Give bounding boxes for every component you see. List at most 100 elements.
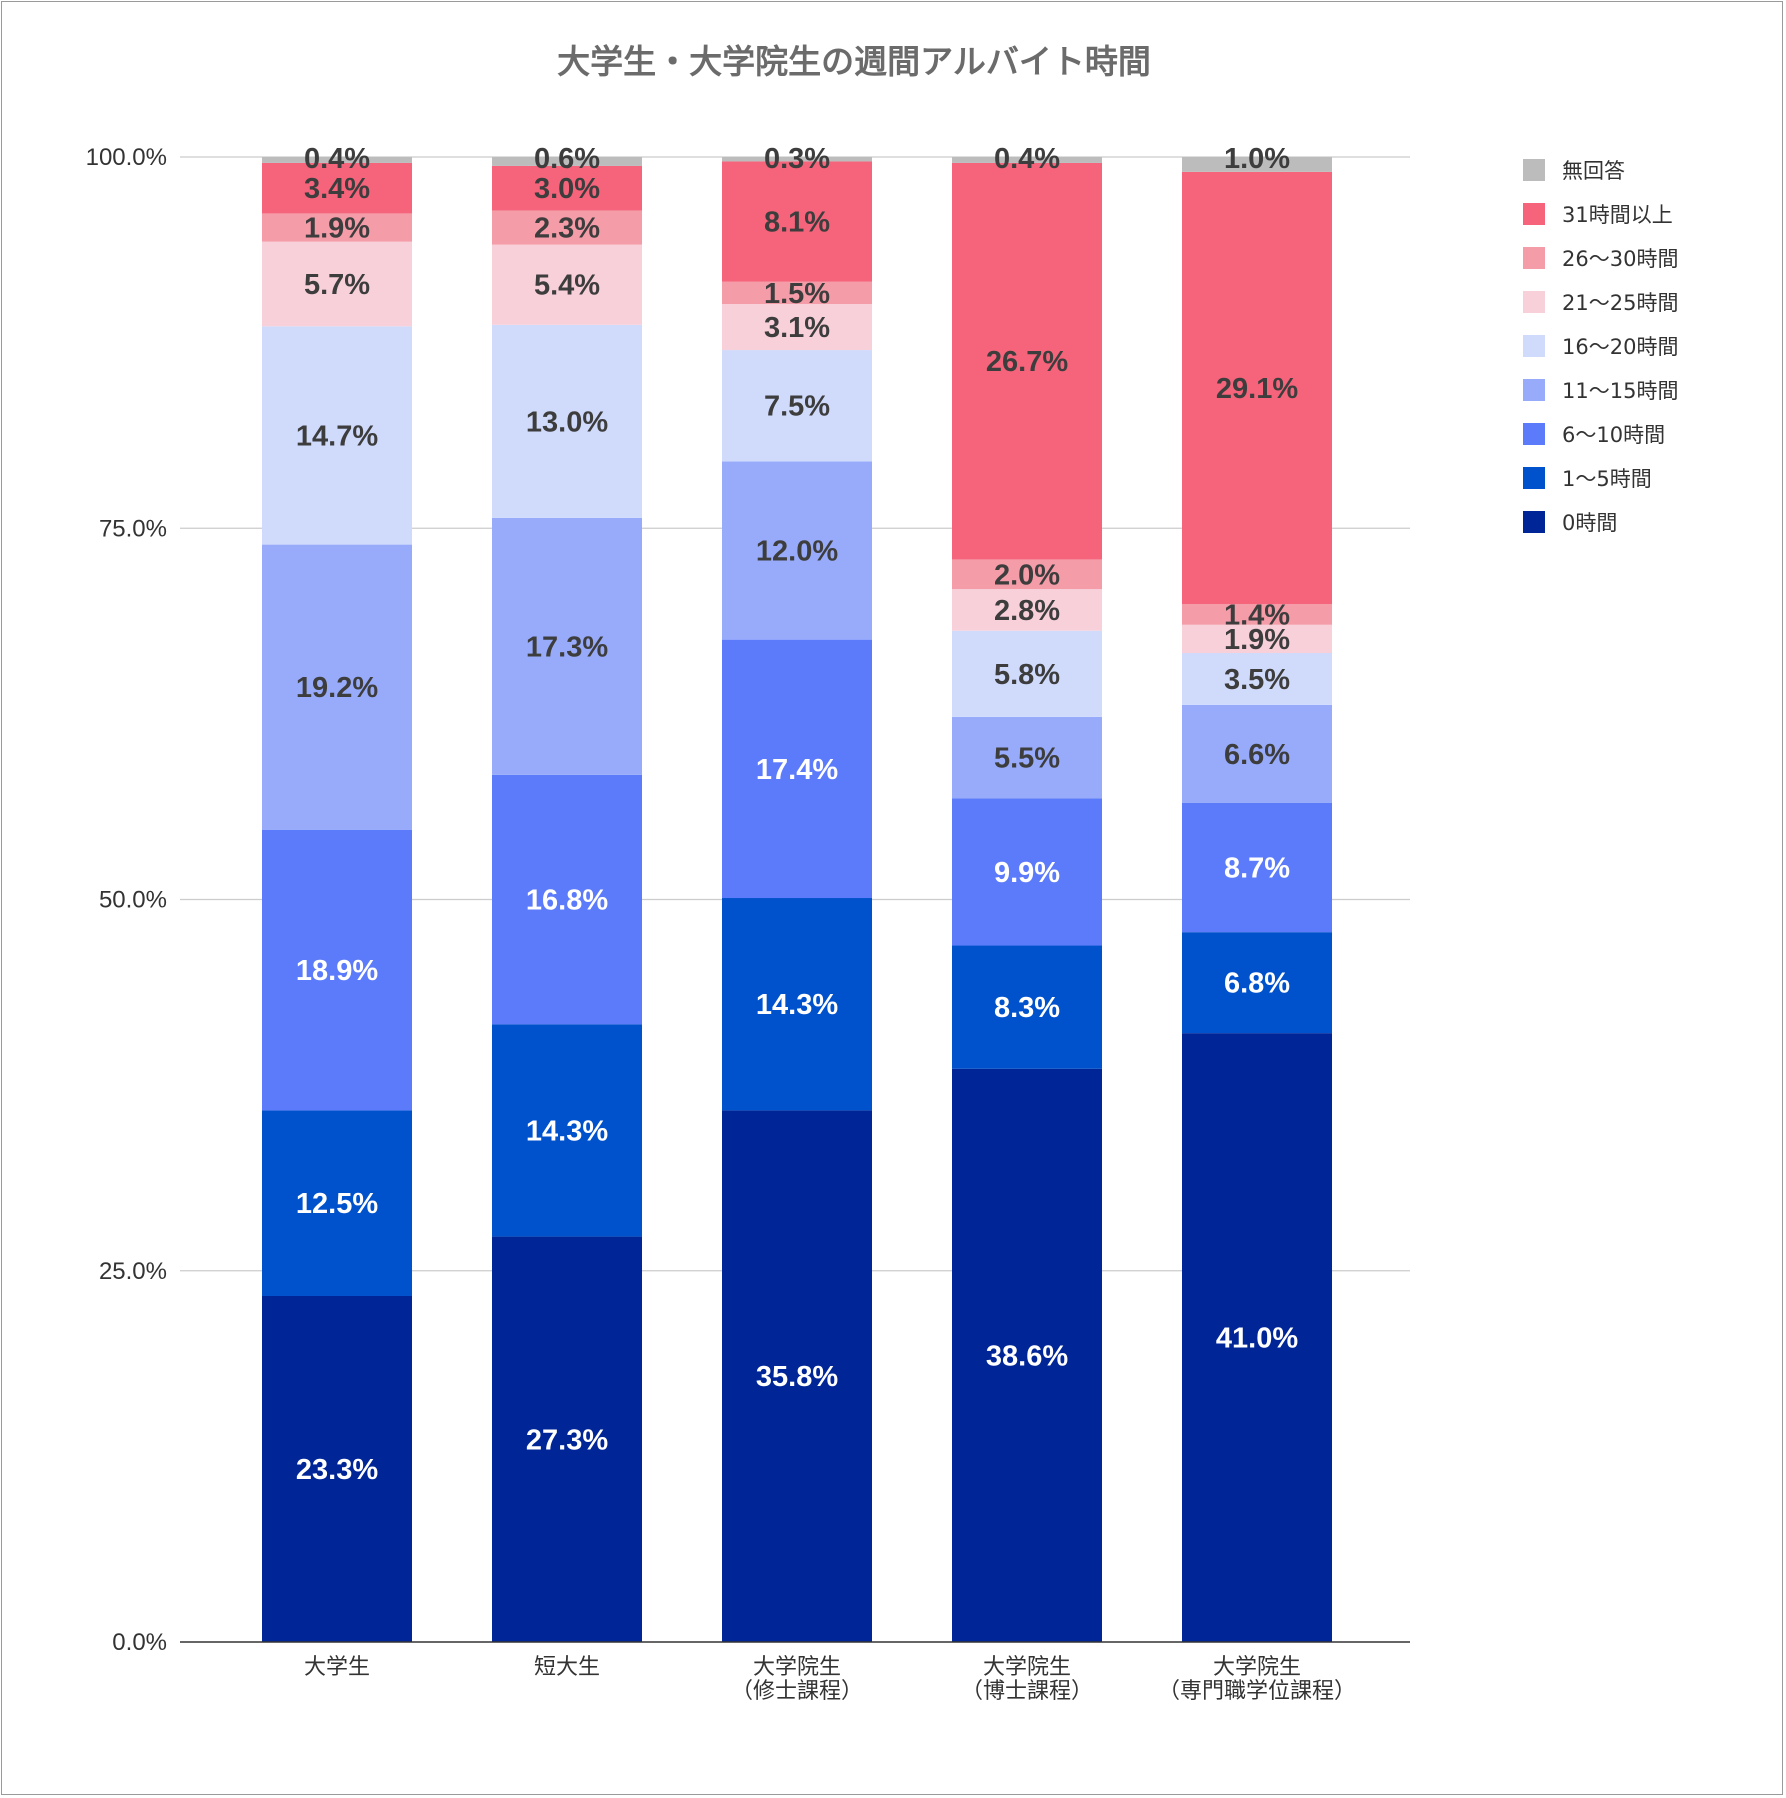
legend-label: 0時間 [1562,511,1617,535]
data-label: 1.4% [1224,599,1290,631]
data-label: 38.6% [986,1340,1068,1372]
bar-segment [262,829,412,1111]
data-labels: 23.3%12.5%18.9%19.2%14.7%5.7%1.9%3.4%0.4… [296,143,1298,1486]
x-axis: 大学生 短大生 大学院生（修士課程）大学院生（博士課程）大学院生（専門職学位課程） [180,1641,1410,1704]
data-label: 8.1% [764,207,830,239]
bar-segment [722,157,872,162]
legend-swatch [1523,159,1545,181]
bar-segment [952,945,1102,1069]
data-label: 5.5% [994,743,1060,775]
legend-label: 16〜20時間 [1562,335,1678,359]
data-label: 23.3% [296,1454,378,1486]
bar-segment [722,304,872,351]
data-label: 0.4% [304,143,370,175]
bar-segment [262,326,412,545]
bar-segment [952,798,1102,946]
bar-segment [952,589,1102,631]
legend-label: 11〜15時間 [1562,379,1678,403]
data-label: 41.0% [1216,1323,1298,1355]
legend-swatch [1523,423,1545,445]
bar-segment [492,517,642,775]
data-label: 3.1% [764,312,830,344]
bar-segment [952,157,1102,163]
x-category-label: 大学院生 [983,1655,1071,1680]
x-category-label: （専門職学位課程） [1158,1679,1356,1704]
bar-segment [722,1110,872,1642]
bar-segment [722,281,872,305]
data-label: 0.3% [764,143,830,175]
data-label: 14.7% [296,420,378,452]
x-category-label: （修士課程） [731,1679,863,1704]
bar-segment [262,544,412,830]
data-label: 17.3% [526,631,608,663]
x-category-label: 大学院生 [753,1655,841,1680]
data-label: 7.5% [764,391,830,423]
legend-swatch [1523,467,1545,489]
data-label: 13.0% [526,406,608,438]
data-label: 8.7% [1224,853,1290,885]
bar-segment [722,161,872,282]
bar-segment [492,1236,642,1642]
data-label: 0.4% [994,143,1060,175]
legend-label: 31時間以上 [1562,203,1673,227]
x-category-label: 大学生 [304,1655,370,1680]
bar-segment [1182,704,1332,803]
legend-swatch [1523,511,1545,533]
data-label: 5.8% [994,659,1060,691]
data-label: 3.0% [534,173,600,205]
legend-swatch [1523,291,1545,313]
bar-segment [492,210,642,245]
data-label: 16.8% [526,885,608,917]
legend-label: 1〜5時間 [1562,467,1652,491]
data-label: 3.5% [1224,664,1290,696]
bar-segment [1182,1033,1332,1642]
bar-segment [492,1024,642,1237]
y-tick-label: 50.0% [99,887,167,914]
data-label: 5.4% [534,270,600,302]
legend-swatch [1523,379,1545,401]
data-label: 0.6% [534,143,600,175]
data-label: 27.3% [526,1424,608,1456]
bar-segment [952,162,1102,560]
bar-segment [722,898,872,1111]
bar-segment [952,1068,1102,1642]
y-tick-label: 25.0% [99,1258,167,1285]
bar-segment [952,630,1102,717]
bar-segment [492,324,642,518]
bar-segment [952,716,1102,799]
bar-segment [262,1295,412,1642]
bar-segment [952,559,1102,590]
bar-segment [492,774,642,1025]
data-label: 19.2% [296,672,378,704]
bar-segment [722,350,872,462]
y-tick-label: 75.0% [99,515,167,542]
bar-segment [1182,932,1332,1034]
bar-segment [1182,624,1332,653]
bar-segment [722,639,872,899]
bar-segment [492,244,642,325]
bar-segment [262,241,412,327]
legend-swatch [1523,203,1545,225]
data-label: 9.9% [994,857,1060,889]
data-label: 1.5% [764,278,830,310]
legend-swatch [1523,335,1545,357]
legend-label: 21〜25時間 [1562,291,1678,315]
data-label: 6.8% [1224,968,1290,1000]
bar-segment [722,461,872,640]
chart-title: 大学生・大学院生の週間アルバイト時間 [557,43,1151,80]
data-label: 17.4% [756,754,838,786]
data-label: 1.0% [1224,143,1290,175]
bar-segment [1182,652,1332,705]
data-label: 12.5% [296,1188,378,1220]
legend-swatch [1523,247,1545,269]
x-category-label: 短大生 [534,1655,600,1680]
legend: 無回答 31時間以上 26〜30時間 21〜25時間 16〜20時間 11〜15時間 6〜1… [1523,159,1678,535]
bar-segment [262,157,412,163]
data-label: 2.0% [994,559,1060,591]
x-category-label: 大学院生 [1213,1655,1301,1680]
data-label: 6.6% [1224,739,1290,771]
data-label: 1.9% [304,213,370,245]
data-label: 14.3% [756,989,838,1021]
bar-segment [1182,157,1332,172]
y-tick-label: 0.0% [112,1629,167,1656]
